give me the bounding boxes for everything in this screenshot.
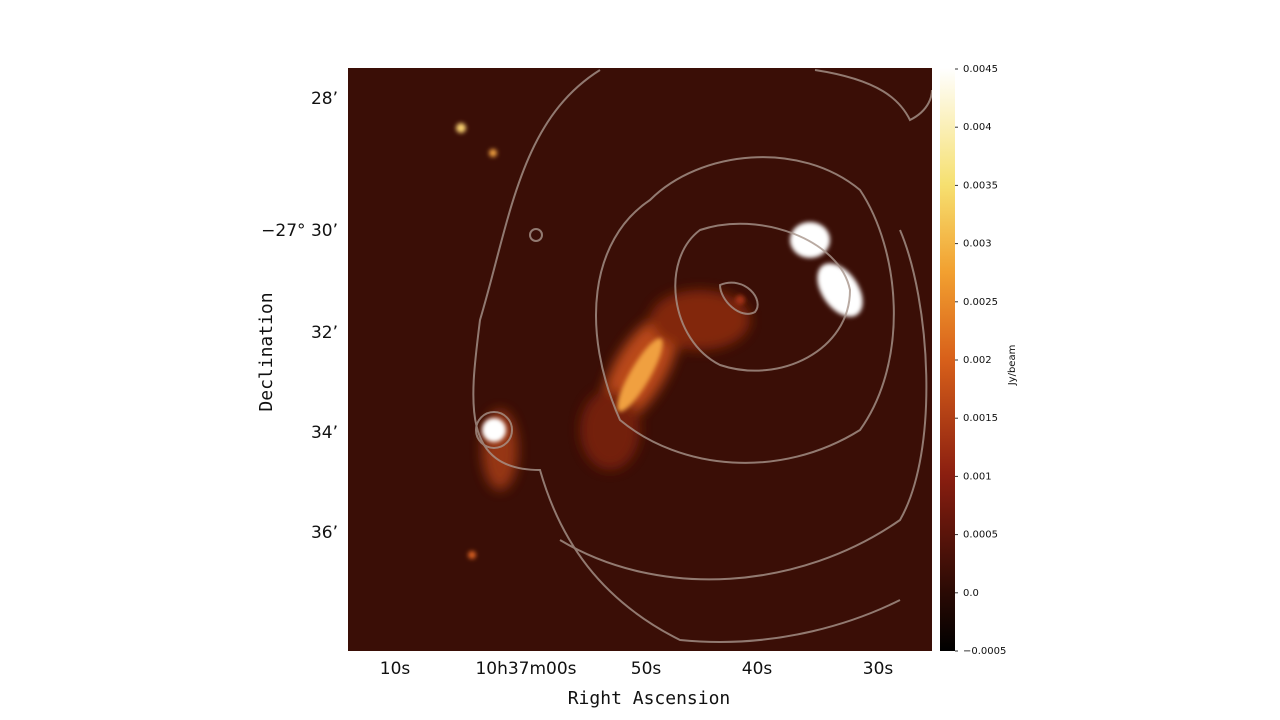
colorbar-tick-label: 0.004 <box>963 122 992 133</box>
x-tick-label: 10h37m00s <box>475 659 576 679</box>
y-tick-label: 34’ <box>311 423 338 443</box>
colorbar-tick-label: 0.0045 <box>963 64 998 75</box>
x-tick-label: 30s <box>863 659 894 679</box>
y-tick-label: 36’ <box>311 523 338 543</box>
x-axis-label: Right Ascension <box>568 688 731 709</box>
colorbar-tick-label: 0.002 <box>963 355 992 366</box>
colorbar-tick-label: 0.0035 <box>963 180 998 191</box>
colorbar-tick-label: 0.0 <box>963 588 979 599</box>
x-tick-label: 40s <box>742 659 773 679</box>
y-axis-label: Declination <box>256 292 277 411</box>
radio-image <box>348 68 932 651</box>
y-tick-label: 28’ <box>311 89 338 109</box>
colorbar-tick-label: 0.0015 <box>963 413 998 424</box>
x-tick-label: 50s <box>631 659 662 679</box>
colorbar-tick-label: −0.0005 <box>963 646 1006 657</box>
y-tick-label: −27° 30’ <box>261 221 338 241</box>
colorbar <box>940 68 955 651</box>
colorbar-tick-label: 0.0025 <box>963 297 998 308</box>
x-tick-label: 10s <box>380 659 411 679</box>
colorbar-label: Jy/beam <box>1007 345 1018 387</box>
colorbar-tick-label: 0.003 <box>963 239 992 250</box>
colorbar-tick-label: 0.001 <box>963 471 992 482</box>
colorbar-tick-label: 0.0005 <box>963 530 998 541</box>
y-tick-label: 32’ <box>311 323 338 343</box>
